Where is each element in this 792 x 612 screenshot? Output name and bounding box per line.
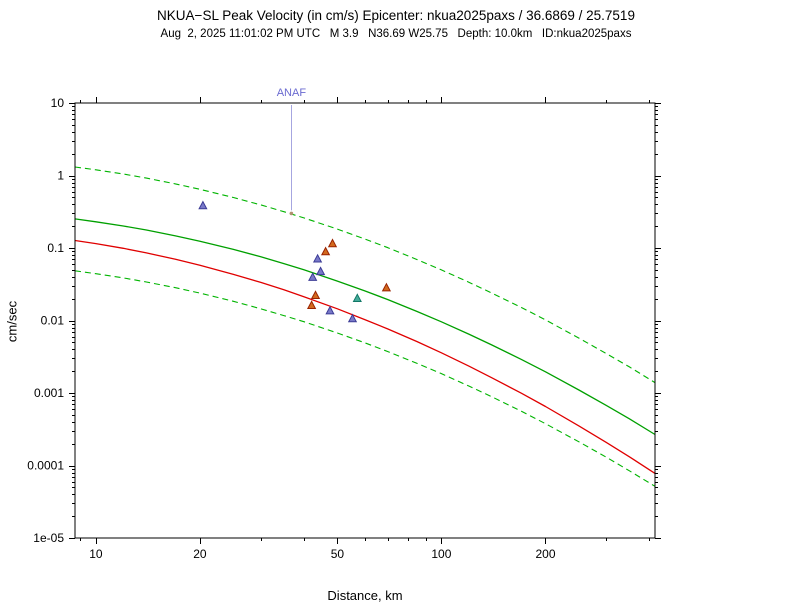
- station-marker-orange-stations: [310, 290, 321, 299]
- curve-upper-bound: [74, 166, 656, 384]
- station-marker-blue-stations: [312, 253, 323, 263]
- curve-median: [74, 218, 656, 436]
- curve-lower-bound: [74, 270, 656, 487]
- station-marker-orange-stations: [320, 246, 331, 256]
- y-tick-label: 1e-05: [33, 531, 64, 545]
- y-tick-label: 10: [51, 96, 65, 110]
- station-marker-blue-stations: [308, 272, 318, 281]
- station-label-anaf: ANAF: [277, 87, 307, 99]
- y-tick-label: 0.001: [34, 386, 64, 400]
- x-tick-label: 50: [331, 547, 345, 561]
- station-marker-teal-stations: [352, 293, 362, 302]
- station-marker-orange-stations: [381, 282, 392, 292]
- station-marker-blue-stations: [198, 200, 208, 210]
- x-tick-label: 200: [535, 547, 555, 561]
- x-tick-label: 100: [431, 547, 451, 561]
- station-marker-blue-stations: [315, 266, 326, 276]
- anaf-station-marker: [289, 211, 294, 216]
- station-marker-orange-stations: [327, 238, 338, 248]
- y-tick-label: 0.1: [47, 241, 64, 255]
- y-tick-label: 0.0001: [27, 459, 64, 473]
- x-axis-label: Distance, km: [327, 588, 403, 603]
- x-tick-label: 20: [193, 547, 207, 561]
- station-marker-blue-stations: [347, 313, 358, 323]
- y-tick-label: 0.01: [41, 314, 65, 328]
- curve-red-median: [74, 239, 656, 474]
- station-marker-blue-stations: [325, 305, 335, 315]
- station-marker-orange-stations: [306, 300, 317, 309]
- plot-frame: [74, 102, 656, 539]
- plot-title: NKUA−SL Peak Velocity (in cm/s) Epicente…: [157, 8, 635, 23]
- x-tick-label: 10: [89, 547, 103, 561]
- y-tick-label: 1: [57, 169, 64, 183]
- plot-subtitle: Aug 2, 2025 11:01:02 PM UTC M 3.9 N36.69…: [160, 28, 632, 40]
